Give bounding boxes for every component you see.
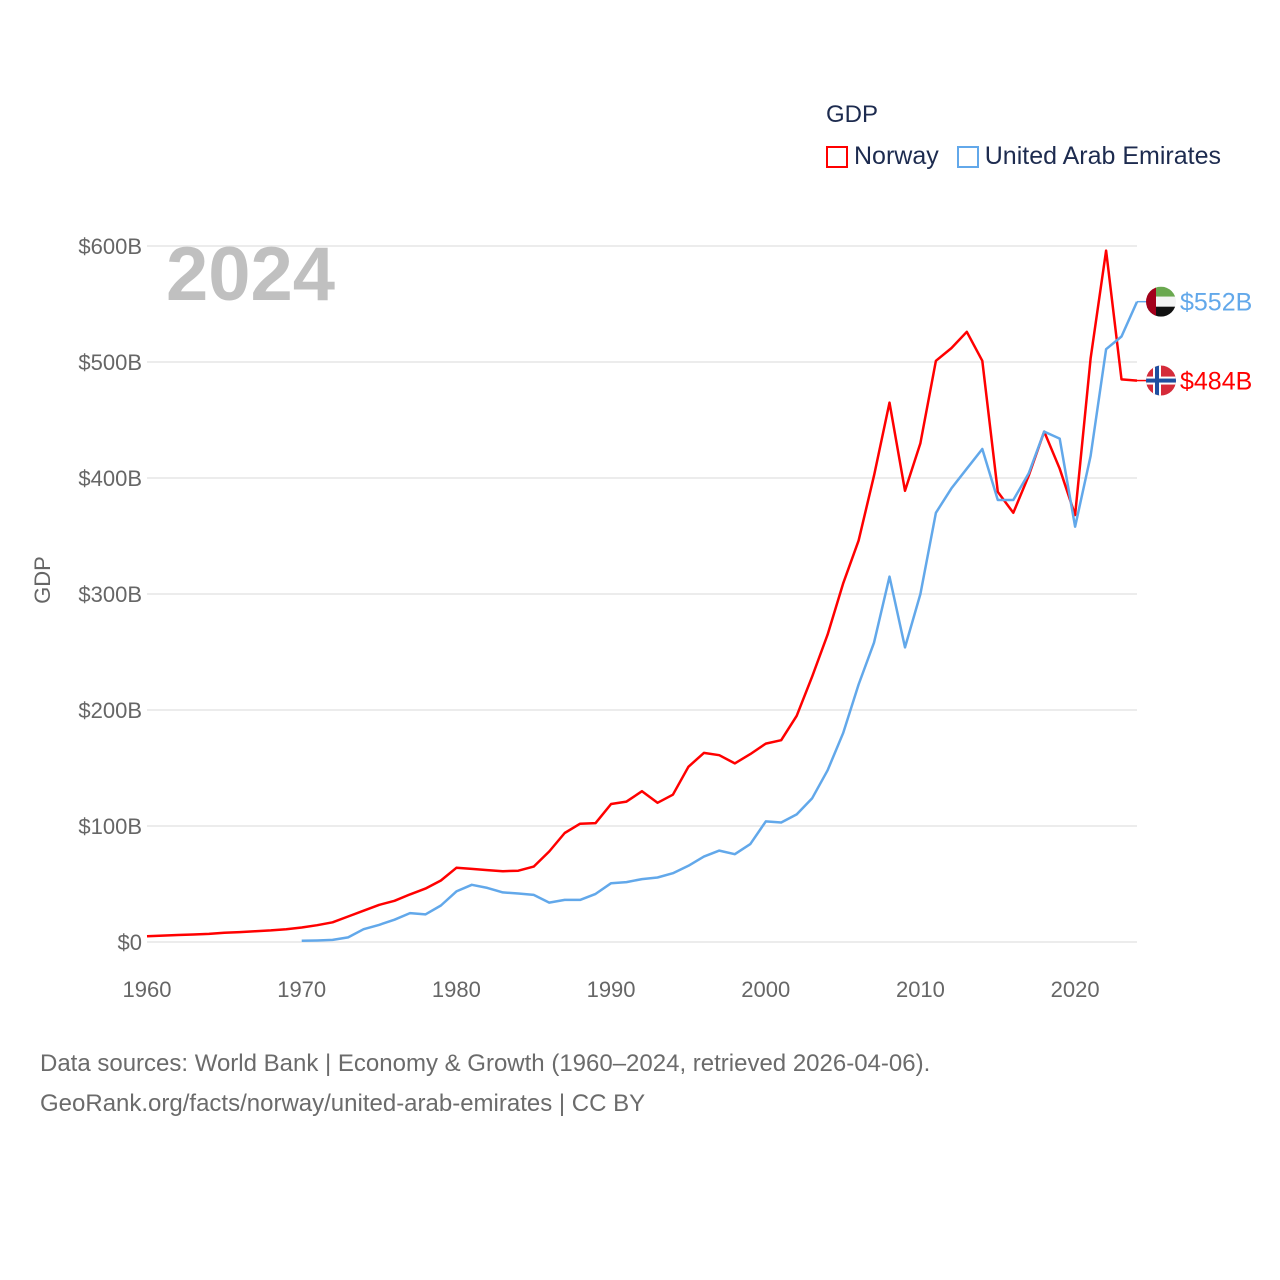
flag-body [1146, 286, 1176, 317]
legend-item-norway[interactable]: Norway [826, 142, 939, 171]
legend-title: GDP [826, 101, 879, 128]
y-tick-label: $600B [78, 234, 142, 259]
flag-white [1146, 296, 1176, 307]
legend-swatch-uae [956, 145, 979, 168]
uae-flag-icon [1146, 286, 1176, 317]
y-tick-label: $100B [78, 814, 142, 839]
legend-swatch-norway [826, 145, 848, 168]
y-tick-label: $0 [118, 930, 142, 955]
legend: Norway United Arab Emirates [826, 142, 1221, 171]
series-line-uae [301, 301, 1139, 943]
flag-green [1146, 286, 1176, 297]
legend-label-norway: Norway [854, 142, 939, 170]
series-line-norway [146, 249, 1138, 938]
y-tick-label: $400B [78, 466, 142, 491]
x-tick-label: 2000 [741, 977, 790, 1002]
end-value-label: $484B [1180, 368, 1252, 396]
y-tick-label: $200B [78, 698, 142, 723]
norway-flag-icon [1146, 365, 1176, 396]
flag-black [1146, 306, 1176, 317]
source-line-1: Data sources: World Bank | Economy & Gro… [40, 1050, 931, 1077]
source-line-2[interactable]: GeoRank.org/facts/norway/united-arab-emi… [40, 1090, 646, 1117]
y-tick-label: $300B [78, 582, 142, 607]
y-tick-label: $500B [78, 350, 142, 375]
x-tick-label: 1980 [432, 977, 481, 1002]
flag-blue-v [1155, 365, 1159, 396]
x-tick-label: 1960 [123, 977, 172, 1002]
x-tick-label: 2020 [1051, 977, 1100, 1002]
legend-label-uae: United Arab Emirates [984, 142, 1221, 170]
x-tick-label: 2010 [896, 977, 945, 1002]
x-tick-label: 1970 [277, 977, 326, 1002]
source-note: Data sources: World Bank | Economy & Gro… [40, 1044, 930, 1124]
flag-body [1146, 365, 1176, 396]
flag-blue-h [1146, 378, 1176, 383]
flag-red [1146, 286, 1156, 317]
legend-item-uae[interactable]: United Arab Emirates [956, 142, 1221, 171]
end-value-label: $552B [1180, 289, 1252, 317]
x-tick-label: 1990 [587, 977, 636, 1002]
y-axis-label: GDP [30, 556, 55, 604]
year-watermark: 2024 [166, 232, 335, 317]
